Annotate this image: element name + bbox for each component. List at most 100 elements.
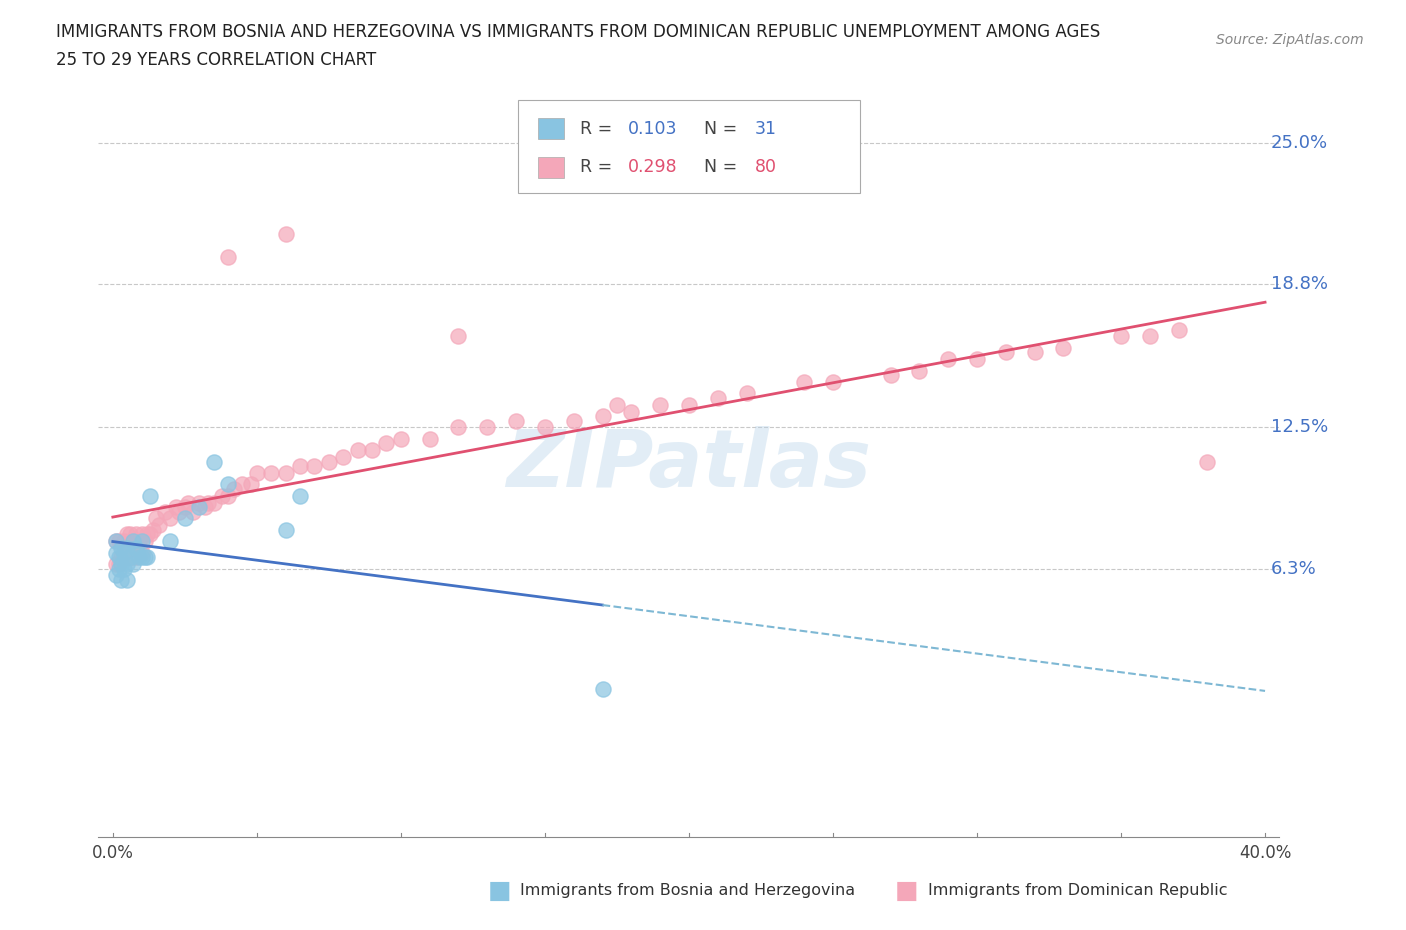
Point bbox=[107, 556, 129, 571]
Point bbox=[104, 534, 127, 549]
Point bbox=[125, 540, 148, 555]
Point bbox=[706, 391, 728, 405]
Point bbox=[120, 527, 142, 542]
Point bbox=[131, 534, 153, 549]
Point bbox=[128, 550, 150, 565]
Point bbox=[104, 534, 127, 549]
Point bbox=[115, 573, 138, 588]
Point bbox=[159, 534, 181, 549]
Point bbox=[793, 375, 815, 390]
Point bbox=[104, 568, 127, 583]
Point bbox=[107, 550, 129, 565]
Point bbox=[136, 550, 159, 565]
Point bbox=[131, 527, 153, 542]
Point bbox=[120, 550, 142, 565]
Point bbox=[194, 499, 217, 514]
Point bbox=[197, 495, 219, 510]
Point bbox=[1024, 345, 1046, 360]
Point bbox=[122, 534, 145, 549]
Point bbox=[222, 482, 245, 497]
Point bbox=[419, 432, 441, 446]
Point bbox=[110, 540, 132, 555]
Point bbox=[139, 488, 162, 503]
Text: Immigrants from Bosnia and Herzegovina: Immigrants from Bosnia and Herzegovina bbox=[520, 884, 855, 898]
Point bbox=[159, 511, 181, 525]
Text: Source: ZipAtlas.com: Source: ZipAtlas.com bbox=[1216, 33, 1364, 46]
Text: N =: N = bbox=[704, 120, 742, 138]
Point bbox=[620, 405, 643, 419]
Point bbox=[134, 550, 156, 565]
Point bbox=[173, 499, 195, 514]
Point bbox=[217, 488, 239, 503]
Text: 31: 31 bbox=[755, 120, 778, 138]
Point bbox=[188, 499, 211, 514]
Point bbox=[202, 454, 225, 469]
Point bbox=[107, 561, 129, 576]
Text: ■: ■ bbox=[488, 879, 510, 903]
Point bbox=[145, 511, 167, 525]
Point bbox=[120, 550, 142, 565]
Text: R =: R = bbox=[581, 120, 619, 138]
Point bbox=[122, 556, 145, 571]
Point bbox=[908, 363, 931, 378]
Point bbox=[346, 443, 368, 458]
Point bbox=[217, 477, 239, 492]
FancyBboxPatch shape bbox=[517, 100, 860, 193]
Point bbox=[246, 466, 269, 481]
Point bbox=[288, 488, 311, 503]
Point bbox=[112, 534, 135, 549]
Text: ■: ■ bbox=[896, 879, 918, 903]
Point bbox=[125, 527, 148, 542]
Point bbox=[260, 466, 283, 481]
Point bbox=[318, 454, 340, 469]
Point bbox=[821, 375, 844, 390]
Text: 80: 80 bbox=[755, 158, 778, 177]
Point bbox=[389, 432, 412, 446]
Point bbox=[104, 556, 127, 571]
Point bbox=[148, 518, 170, 533]
Point bbox=[879, 367, 901, 382]
Point bbox=[936, 352, 959, 366]
Point bbox=[128, 534, 150, 549]
Point bbox=[288, 458, 311, 473]
FancyBboxPatch shape bbox=[537, 118, 564, 140]
Point bbox=[136, 527, 159, 542]
Text: 6.3%: 6.3% bbox=[1271, 560, 1316, 578]
Point bbox=[274, 523, 297, 538]
Text: 12.5%: 12.5% bbox=[1271, 418, 1329, 436]
Point bbox=[131, 550, 153, 565]
Text: 0.103: 0.103 bbox=[627, 120, 678, 138]
Point bbox=[231, 477, 253, 492]
Point bbox=[110, 550, 132, 565]
Point bbox=[274, 466, 297, 481]
Text: 25.0%: 25.0% bbox=[1271, 134, 1327, 153]
Point bbox=[447, 420, 470, 435]
Text: 25 TO 29 YEARS CORRELATION CHART: 25 TO 29 YEARS CORRELATION CHART bbox=[56, 51, 377, 69]
Point bbox=[112, 545, 135, 560]
Point bbox=[112, 550, 135, 565]
Point bbox=[1197, 454, 1219, 469]
Point bbox=[110, 573, 132, 588]
Text: 18.8%: 18.8% bbox=[1271, 275, 1327, 293]
Point bbox=[142, 523, 165, 538]
Point bbox=[1109, 329, 1132, 344]
Point bbox=[115, 550, 138, 565]
Text: Immigrants from Dominican Republic: Immigrants from Dominican Republic bbox=[928, 884, 1227, 898]
Point bbox=[112, 561, 135, 576]
Point bbox=[966, 352, 988, 366]
Point bbox=[592, 682, 614, 697]
Point bbox=[122, 534, 145, 549]
FancyBboxPatch shape bbox=[537, 157, 564, 178]
Text: N =: N = bbox=[704, 158, 742, 177]
Point bbox=[134, 534, 156, 549]
Point bbox=[332, 449, 354, 464]
Point bbox=[606, 397, 628, 412]
Point bbox=[125, 550, 148, 565]
Point bbox=[217, 249, 239, 264]
Point bbox=[183, 504, 205, 519]
Text: 0.298: 0.298 bbox=[627, 158, 678, 177]
Point bbox=[1167, 322, 1189, 337]
Point bbox=[211, 488, 233, 503]
Point bbox=[122, 550, 145, 565]
Point bbox=[188, 495, 211, 510]
